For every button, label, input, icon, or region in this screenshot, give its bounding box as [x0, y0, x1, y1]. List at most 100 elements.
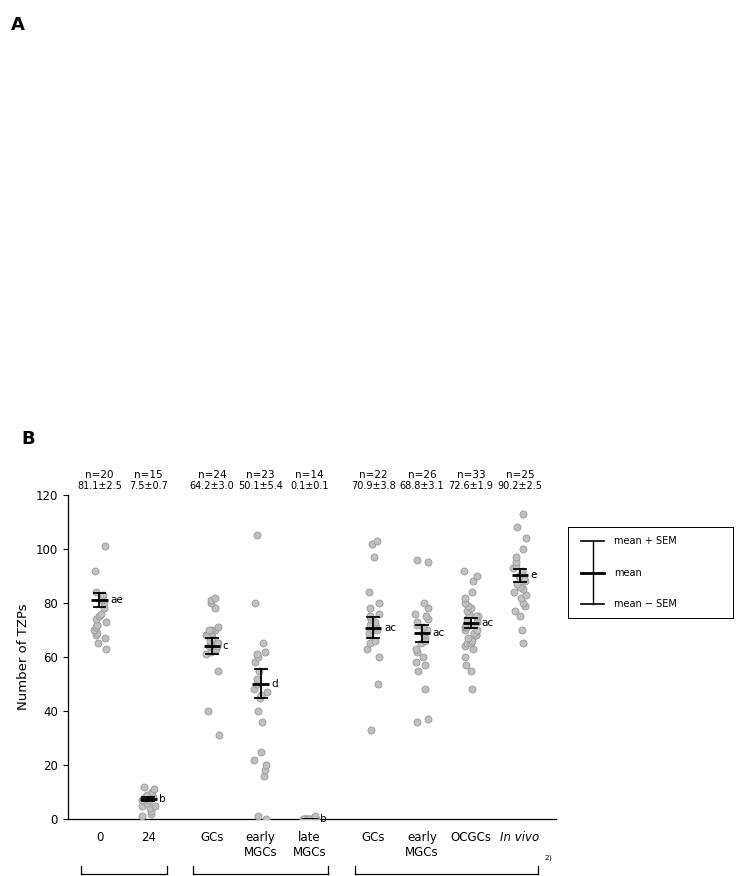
Point	[92, 610, 105, 624]
Point	[310, 812, 322, 826]
Point	[517, 507, 529, 521]
Text: n=20: n=20	[85, 470, 114, 480]
Point	[419, 658, 431, 672]
Point	[202, 628, 214, 642]
Point	[508, 604, 520, 618]
Point	[514, 580, 526, 594]
Point	[368, 634, 381, 648]
Point	[259, 645, 271, 659]
Point	[256, 715, 268, 729]
Point	[364, 618, 376, 632]
Point	[204, 634, 216, 648]
Point	[422, 555, 434, 569]
Text: mean + SEM: mean + SEM	[614, 536, 677, 546]
Point	[256, 637, 268, 651]
Point	[99, 596, 111, 610]
Point	[88, 623, 100, 637]
Point	[422, 712, 434, 726]
Text: ae: ae	[111, 595, 123, 605]
Point	[365, 612, 377, 626]
Text: e: e	[531, 570, 537, 581]
Point	[253, 663, 265, 677]
Point	[262, 685, 274, 699]
Point	[371, 623, 383, 637]
Point	[203, 639, 215, 653]
Point	[419, 634, 431, 648]
Point	[459, 596, 471, 610]
Text: n=23: n=23	[247, 470, 275, 480]
Point	[202, 704, 214, 718]
Point	[303, 812, 315, 826]
Point	[139, 790, 151, 804]
Point	[466, 585, 478, 599]
Point	[260, 758, 272, 772]
Point	[96, 593, 108, 607]
Text: $^{2)}$: $^{2)}$	[544, 856, 553, 865]
Point	[147, 790, 159, 804]
Point	[459, 623, 471, 637]
Text: B: B	[21, 430, 35, 449]
Point	[462, 598, 475, 612]
Text: A: A	[11, 16, 25, 33]
Point	[90, 612, 102, 626]
Point	[368, 550, 380, 564]
Point	[249, 596, 261, 610]
Point	[513, 569, 525, 583]
Text: b: b	[159, 794, 165, 804]
Text: d: d	[271, 679, 278, 689]
Point	[469, 628, 481, 642]
Point	[419, 682, 431, 696]
Point	[99, 540, 111, 554]
Point	[364, 601, 376, 615]
Point	[418, 628, 430, 642]
Point	[422, 601, 434, 615]
Point	[364, 610, 376, 624]
Point	[373, 607, 385, 621]
Point	[467, 575, 479, 589]
Point	[96, 590, 108, 604]
Point	[510, 550, 522, 564]
Point	[411, 615, 423, 629]
Point	[361, 642, 373, 656]
Text: 72.6±1.9: 72.6±1.9	[448, 481, 493, 491]
Text: n=15: n=15	[134, 470, 162, 480]
Point	[371, 677, 384, 691]
Point	[459, 620, 472, 634]
Text: 90.2±2.5: 90.2±2.5	[497, 481, 542, 491]
Point	[249, 655, 261, 669]
Point	[411, 655, 423, 669]
Point	[465, 601, 477, 615]
Point	[459, 618, 472, 632]
Point	[141, 788, 153, 802]
Text: 50.1±5.4: 50.1±5.4	[238, 481, 284, 491]
Point	[259, 764, 271, 778]
Point	[91, 625, 103, 639]
Point	[518, 572, 530, 586]
Point	[299, 812, 311, 826]
Point	[409, 607, 421, 621]
Point	[302, 812, 314, 826]
Point	[259, 812, 271, 826]
Point	[370, 620, 382, 634]
Point	[250, 677, 262, 691]
Point	[91, 618, 103, 632]
Point	[209, 601, 221, 615]
Point	[466, 634, 478, 648]
Text: n=26: n=26	[408, 470, 436, 480]
Point	[306, 812, 318, 826]
Point	[365, 723, 378, 737]
Point	[92, 637, 104, 651]
Point	[411, 663, 423, 677]
Point	[146, 785, 158, 799]
Point	[143, 793, 155, 807]
Point	[212, 637, 224, 651]
Point	[517, 542, 529, 556]
Point	[251, 672, 263, 686]
Point	[459, 639, 471, 653]
Point	[209, 623, 221, 637]
Text: mean − SEM: mean − SEM	[614, 599, 677, 610]
Point	[213, 728, 225, 742]
Point	[200, 647, 212, 661]
Point	[200, 628, 212, 642]
Point	[148, 782, 160, 796]
